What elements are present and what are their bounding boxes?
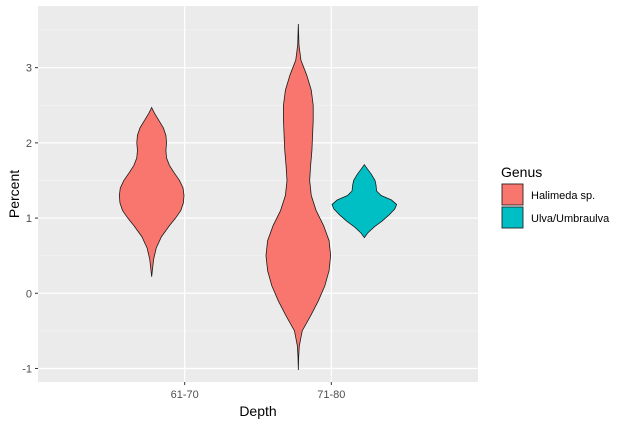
y-tick-label: 1 <box>26 213 32 225</box>
legend-label: Ulva/Umbraulva <box>531 213 610 225</box>
y-tick-label: 0 <box>26 288 32 300</box>
violins <box>118 24 398 370</box>
legend-title: Genus <box>501 164 542 180</box>
x-tick-label: 71-80 <box>317 389 345 401</box>
major-gridlines <box>38 6 478 382</box>
y-tick-label: 2 <box>26 138 32 150</box>
minor-gridlines <box>38 29 478 332</box>
violin-71-80-halimeda-sp- <box>265 24 332 370</box>
y-axis-title: Percent <box>6 170 22 218</box>
plot-panel <box>38 6 478 382</box>
legend-swatch <box>501 206 524 229</box>
legend-swatch <box>501 183 524 206</box>
x-axis-title: Depth <box>239 403 276 419</box>
violin-71-80-ulva-umbraulva <box>331 163 398 239</box>
x-tick-label: 61-70 <box>171 389 199 401</box>
y-tick-label: 3 <box>26 63 32 75</box>
violin-61-70-halimeda-sp- <box>118 106 185 277</box>
x-axis: 61-70 71-80 <box>171 382 345 401</box>
y-tick-label: -1 <box>22 363 32 375</box>
legend: Genus Halimeda sp. Ulva/Umbraulva <box>501 164 610 229</box>
legend-label: Halimeda sp. <box>531 190 595 202</box>
legend-entries: Halimeda sp. Ulva/Umbraulva <box>501 183 610 229</box>
y-axis: -1 0 1 2 3 <box>22 63 38 375</box>
